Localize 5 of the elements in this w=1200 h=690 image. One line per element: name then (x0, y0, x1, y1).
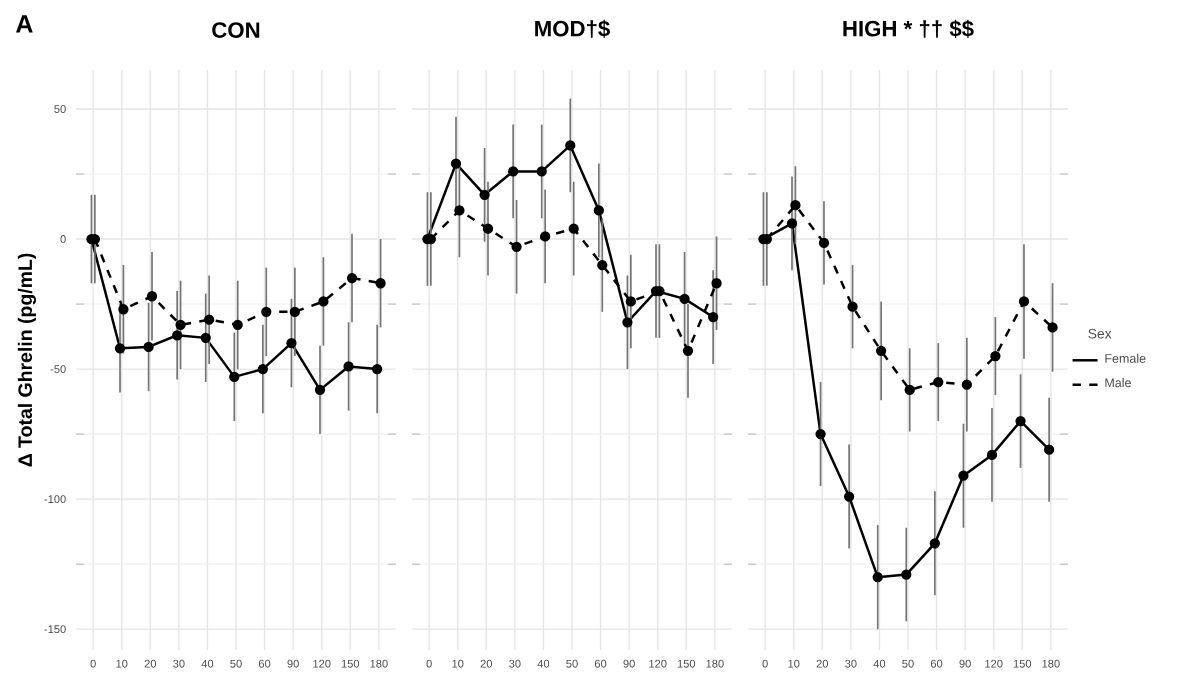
chart-title: HIGH * †† $$ (843, 19, 974, 38)
y-axis-title: Δ Total Ghrelin (pg/mL) (17, 253, 37, 467)
chart-title: CON (212, 22, 260, 38)
text: A (15, 15, 33, 33)
chart-title: MOD†$ (535, 19, 610, 38)
